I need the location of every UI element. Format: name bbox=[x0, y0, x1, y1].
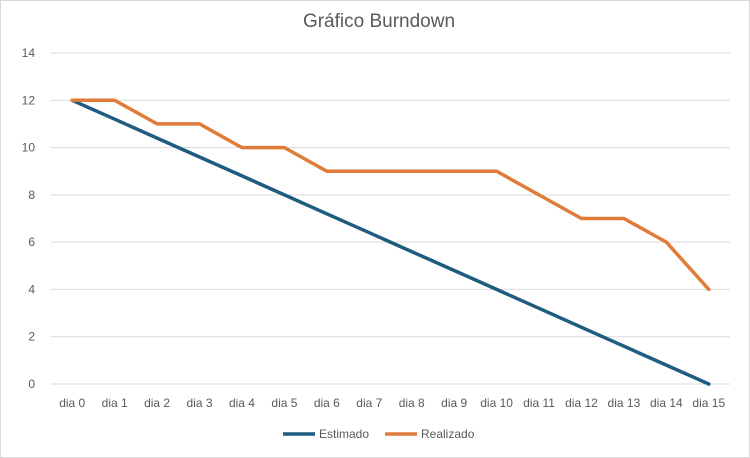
legend-label-estimado: Estimado bbox=[319, 427, 369, 441]
x-axis-ticks: dia 0 dia 1 dia 2 dia 3 dia 4 dia 5 dia 6 dia 7… bbox=[59, 396, 725, 410]
x-tick-label: dia 9 bbox=[441, 396, 467, 410]
series-line-estimado bbox=[70, 98, 711, 386]
x-tick-label: dia 8 bbox=[399, 396, 425, 410]
y-tick-label: 0 bbox=[28, 377, 35, 391]
legend-label-realizado: Realizado bbox=[421, 427, 475, 441]
series-lines bbox=[70, 98, 711, 386]
y-tick-label: 14 bbox=[22, 46, 36, 60]
x-tick-label: dia 14 bbox=[650, 396, 683, 410]
x-tick-label: dia 0 bbox=[59, 396, 85, 410]
x-tick-label: dia 10 bbox=[480, 396, 513, 410]
x-tick-label: dia 1 bbox=[102, 396, 128, 410]
x-tick-label: dia 6 bbox=[314, 396, 340, 410]
x-tick-label: dia 5 bbox=[271, 396, 297, 410]
legend: Estimado Realizado bbox=[283, 427, 475, 441]
x-tick-label: dia 7 bbox=[356, 396, 382, 410]
y-tick-label: 4 bbox=[28, 282, 35, 296]
x-tick-label: dia 3 bbox=[187, 396, 213, 410]
x-tick-label: dia 15 bbox=[692, 396, 725, 410]
x-tick-label: dia 11 bbox=[523, 396, 555, 410]
x-tick-label: dia 2 bbox=[144, 396, 170, 410]
y-tick-label: 8 bbox=[28, 188, 35, 202]
x-tick-label: dia 13 bbox=[608, 396, 641, 410]
y-axis-ticks: 0 2 4 6 8 10 12 14 bbox=[22, 46, 36, 391]
series-line-realizado bbox=[70, 98, 711, 292]
y-tick-label: 6 bbox=[28, 235, 35, 249]
y-tick-label: 10 bbox=[22, 141, 36, 155]
chart-title: Gráfico Burndown bbox=[303, 11, 455, 32]
y-tick-label: 12 bbox=[22, 93, 36, 107]
y-tick-label: 2 bbox=[28, 330, 35, 344]
gridlines bbox=[51, 52, 730, 385]
x-tick-label: dia 12 bbox=[565, 396, 598, 410]
x-tick-label: dia 4 bbox=[229, 396, 255, 410]
